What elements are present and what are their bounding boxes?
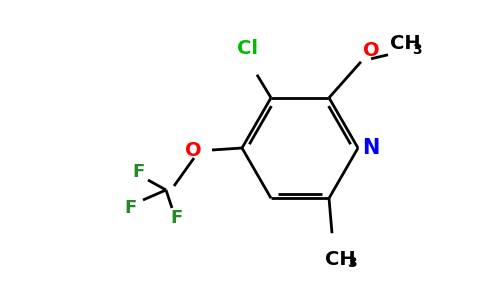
Text: F: F [132, 163, 144, 181]
Text: F: F [125, 199, 137, 217]
Text: Cl: Cl [237, 39, 257, 58]
Text: O: O [363, 41, 379, 60]
Text: 3: 3 [412, 43, 422, 57]
Text: F: F [170, 209, 182, 227]
Text: CH: CH [325, 250, 356, 269]
Text: N: N [362, 138, 379, 158]
Text: CH: CH [390, 34, 421, 53]
Text: 3: 3 [347, 256, 357, 270]
Text: O: O [185, 140, 202, 160]
